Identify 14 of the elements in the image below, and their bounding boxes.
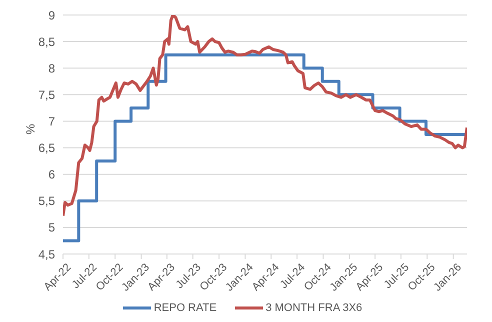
y-tick-label: 8,5 (38, 34, 56, 49)
y-tick-label: 6 (48, 168, 56, 182)
legend-label: 3 MONTH FRA 3X6 (266, 302, 362, 314)
legend-label: REPO RATE (154, 302, 217, 314)
y-tick-label: 8 (48, 61, 56, 76)
y-tick-label: 9 (48, 8, 56, 22)
y-tick-label: 7 (48, 114, 56, 128)
y-tick-label: 5,5 (38, 194, 56, 208)
y-axis-title: % (23, 124, 38, 134)
y-tick-label: 5 (48, 220, 56, 235)
y-tick-label: 6,5 (38, 141, 56, 156)
y-tick-label: 4,5 (38, 247, 56, 262)
y-tick-label: 7,5 (38, 88, 56, 102)
line-series (63, 15, 467, 218)
